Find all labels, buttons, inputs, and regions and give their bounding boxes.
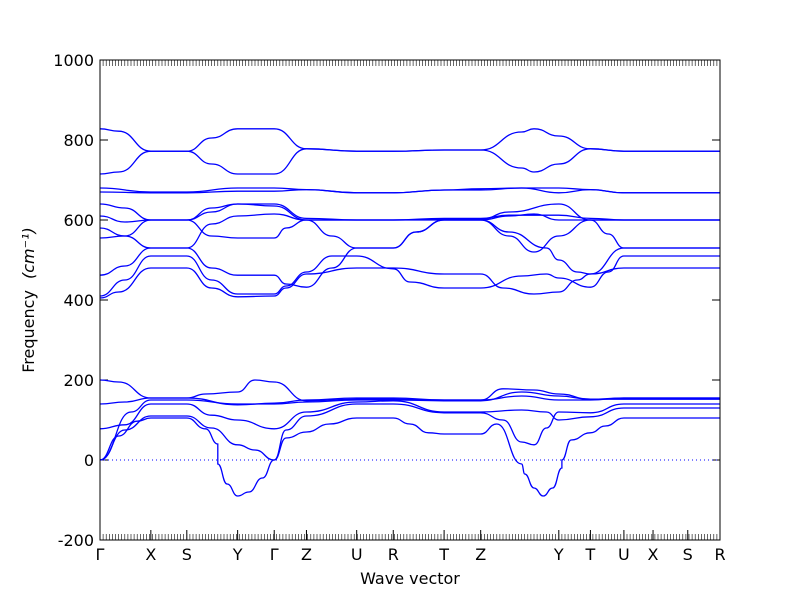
plot-background bbox=[100, 60, 720, 540]
x-tick-label: R bbox=[388, 545, 399, 564]
x-tick-label: Y bbox=[553, 545, 564, 564]
branch-line-1 bbox=[99, 417, 720, 497]
x-tick-label: Z bbox=[475, 545, 486, 564]
branch-line-17 bbox=[99, 128, 720, 152]
x-tick-label: R bbox=[714, 545, 725, 564]
y-tick-label: 600 bbox=[63, 211, 94, 230]
y-tick-label: 200 bbox=[63, 371, 94, 390]
x-minor-ticks bbox=[99, 60, 721, 540]
branch-line-7 bbox=[99, 267, 720, 299]
dispersion-branches bbox=[99, 128, 720, 497]
x-tick-label: S bbox=[182, 545, 192, 564]
x-tick-label: X bbox=[145, 545, 156, 564]
branch-line-13 bbox=[99, 203, 720, 221]
y-axis-label: Frequency (cm⁻¹) bbox=[19, 227, 38, 372]
x-axis-label: Wave vector bbox=[360, 569, 460, 588]
x-tick-label: Γ bbox=[96, 545, 105, 564]
x-tick-label: U bbox=[618, 545, 630, 564]
y-tick-label: 400 bbox=[63, 291, 94, 310]
x-tick-label: X bbox=[648, 545, 659, 564]
branch-line-8 bbox=[99, 255, 720, 297]
y-axis-label-unit: (cm⁻¹) bbox=[19, 227, 38, 279]
branch-line-2 bbox=[99, 403, 720, 461]
x-tick-label: Γ bbox=[270, 545, 279, 564]
x-tick-label: S bbox=[683, 545, 693, 564]
x-tick-label: U bbox=[351, 545, 363, 564]
y-tick-label: 1000 bbox=[53, 51, 94, 70]
branch-line-4 bbox=[99, 400, 720, 430]
x-tick-label: Y bbox=[232, 545, 243, 564]
y-axis-label-text: Frequency bbox=[19, 290, 38, 373]
y-tick-label: 800 bbox=[63, 131, 94, 150]
y-tick-label: 0 bbox=[84, 451, 94, 470]
y-tick-label: -200 bbox=[58, 531, 94, 550]
x-tick-label: Z bbox=[301, 545, 312, 564]
x-tick-label: T bbox=[438, 545, 449, 564]
branch-line-15 bbox=[99, 187, 720, 194]
branch-line-6 bbox=[99, 379, 720, 402]
x-tick-label: T bbox=[585, 545, 596, 564]
plot-frame bbox=[99, 59, 721, 541]
